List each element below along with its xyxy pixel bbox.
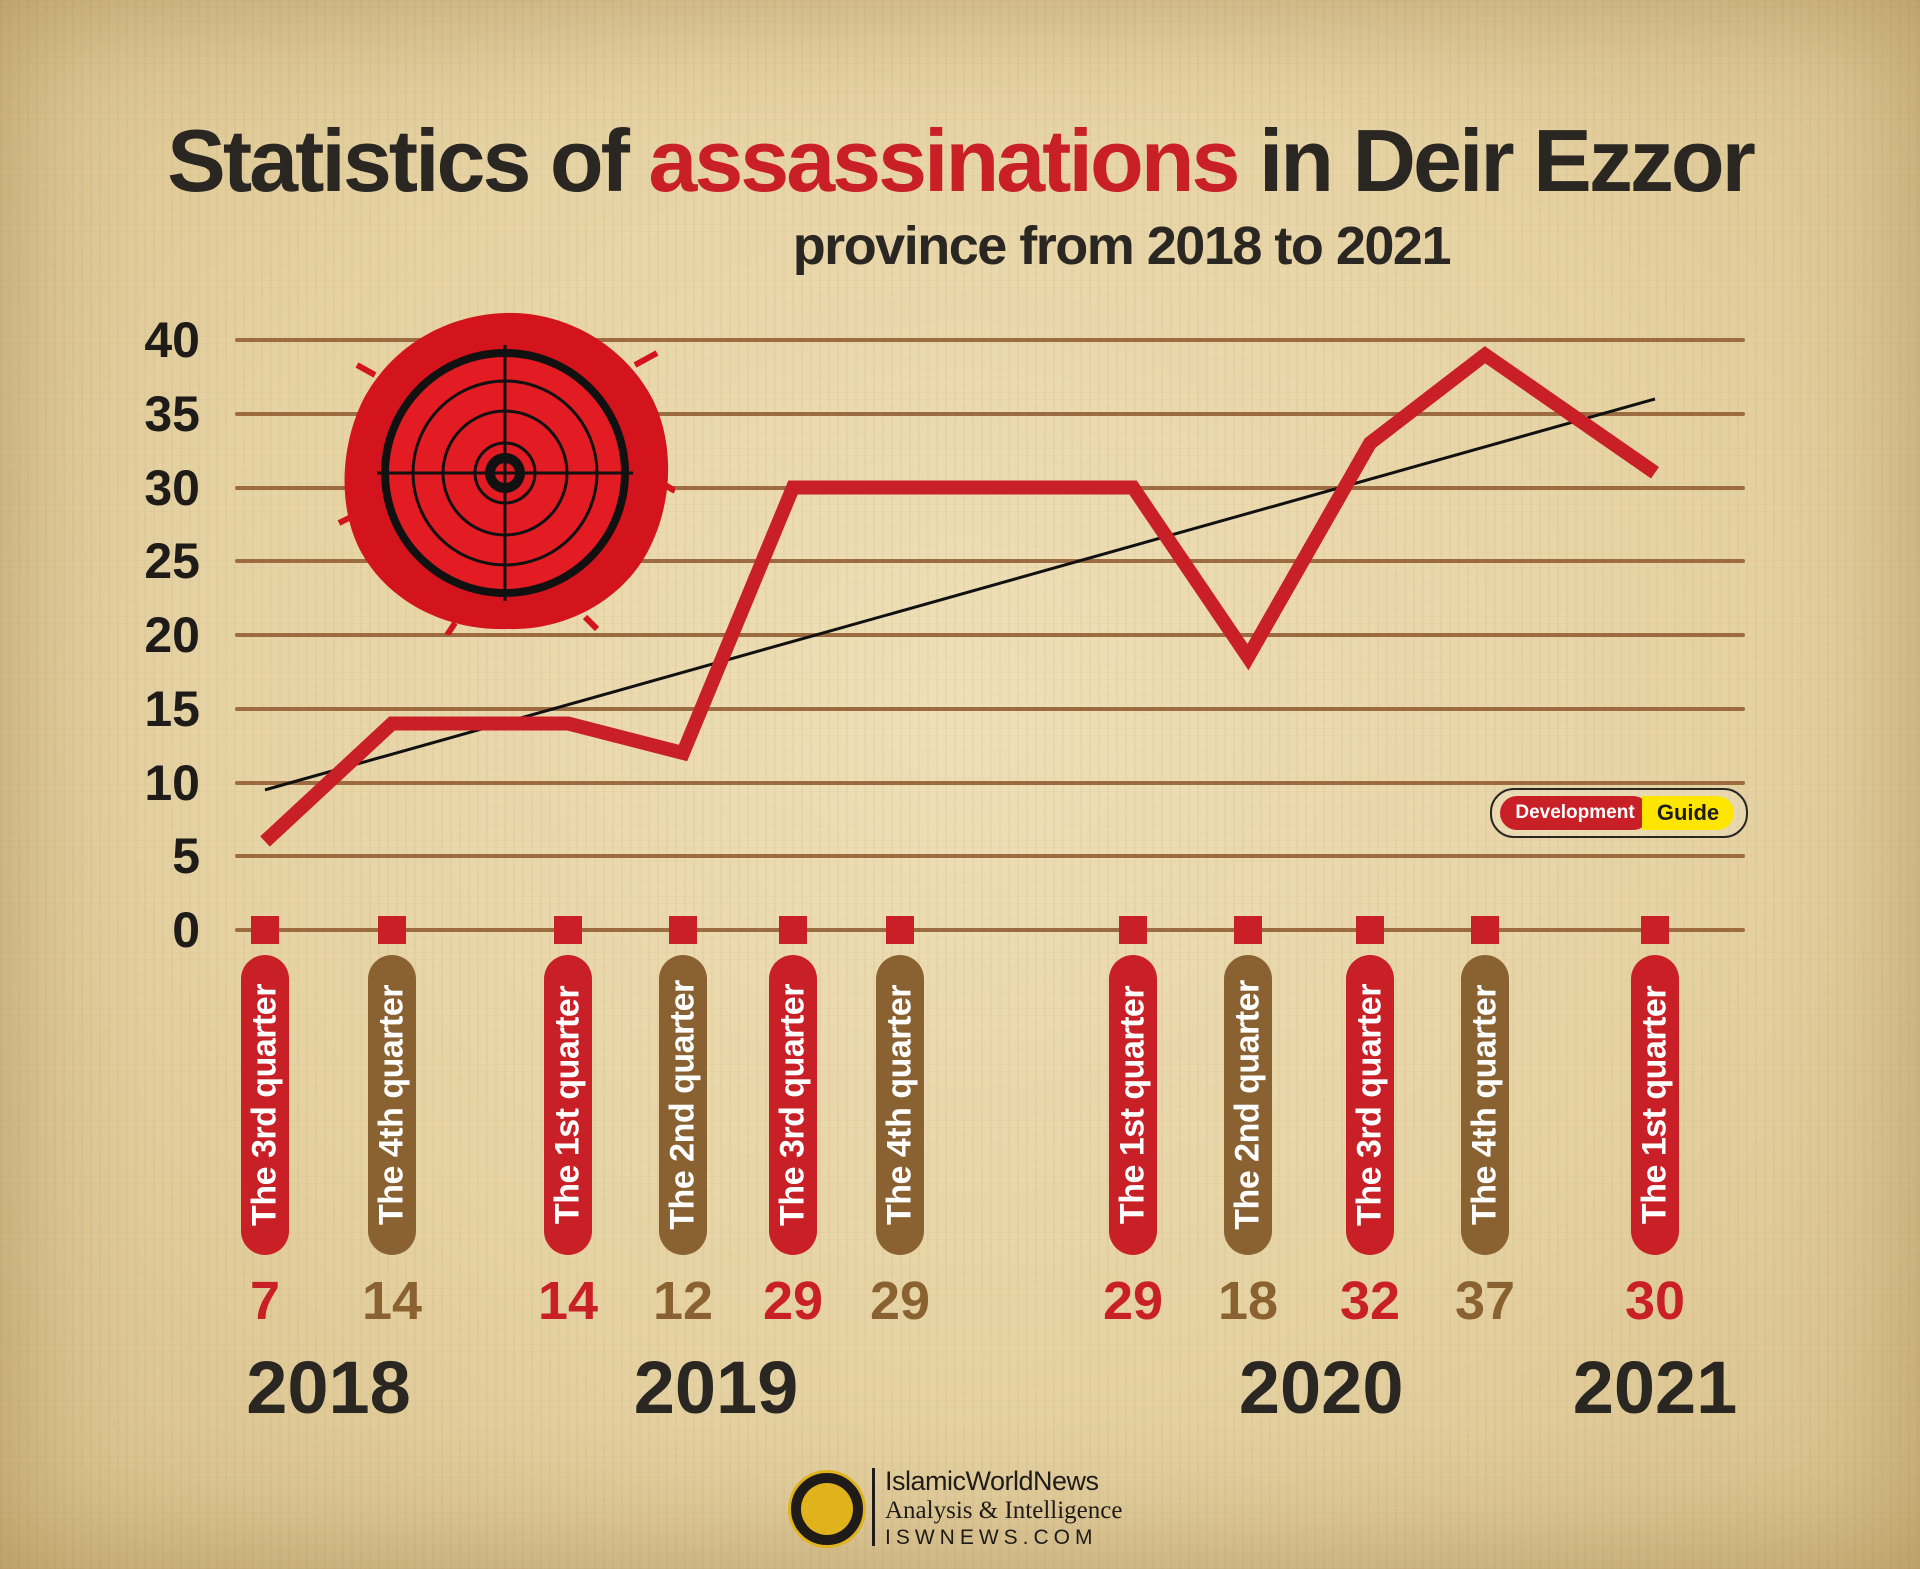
x-category-label: The 4th quarter	[372, 985, 411, 1225]
gridline	[235, 559, 1745, 564]
y-tick-label: 40	[144, 312, 200, 368]
x-category-label: The 1st quarter	[548, 985, 587, 1225]
x-category-label: The 1st quarter	[1635, 985, 1674, 1225]
footer-tagline: Analysis & Intelligence	[885, 1497, 1123, 1524]
x-axis-marker	[251, 916, 279, 944]
x-category-label: The 1st quarter	[1113, 985, 1152, 1225]
title-part-2: in Deir Ezzor	[1237, 111, 1756, 210]
y-tick-label: 25	[144, 533, 200, 590]
y-tick-label: 5	[172, 828, 200, 885]
title-part-1: Statistics of	[167, 111, 649, 210]
gridline	[235, 411, 1745, 416]
y-tick-label: 20	[144, 607, 200, 663]
title-highlight: assassinations	[648, 111, 1240, 210]
legend-badge: Development Guide	[1490, 788, 1748, 838]
gridline	[235, 633, 1745, 637]
series-line-assassinations	[260, 346, 1659, 847]
footer-divider	[872, 1468, 875, 1546]
y-tick-label: 30	[144, 459, 200, 516]
year-label: 2018	[246, 1346, 411, 1429]
data-label: 37	[1454, 1271, 1516, 1331]
x-axis-marker	[886, 916, 914, 944]
x-category-pill: The 4th quarter	[876, 955, 924, 1255]
x-category-pill: The 2nd quarter	[659, 955, 707, 1255]
x-category-label: The 4th quarter	[1465, 985, 1504, 1225]
footer-brand: IslamicWorldNews	[885, 1466, 1099, 1496]
x-category-label: The 3rd quarter	[245, 984, 284, 1226]
x-category-label: The 3rd quarter	[773, 984, 812, 1226]
gridline	[235, 854, 1745, 859]
x-category-label: The 3rd quarter	[1350, 984, 1389, 1226]
x-category-label: The 2nd quarter	[663, 980, 702, 1230]
x-axis-marker	[554, 916, 582, 944]
year-label: 2020	[1238, 1346, 1404, 1429]
x-category-pill: The 1st quarter	[1109, 955, 1157, 1255]
data-label: 14	[361, 1271, 423, 1331]
data-label: 14	[537, 1271, 599, 1331]
gridline	[235, 780, 1745, 785]
target-icon	[337, 312, 675, 635]
year-label: 2021	[1572, 1346, 1738, 1429]
chart-title: Statistics of assassinations in Deir Ezz…	[0, 110, 1920, 212]
x-axis-marker	[1356, 916, 1384, 944]
gridline	[235, 928, 1745, 932]
chart-subtitle: province from 2018 to 2021	[792, 216, 1452, 276]
x-category-pill: The 4th quarter	[368, 955, 416, 1255]
x-axis-marker	[779, 916, 807, 944]
y-tick-label: 0	[172, 902, 200, 958]
iswnews-logo	[788, 1470, 866, 1548]
x-category-pill: The 1st quarter	[544, 955, 592, 1255]
x-category-label: The 2nd quarter	[1228, 980, 1267, 1230]
x-axis-marker	[1641, 916, 1669, 944]
legend-guide: Guide	[1642, 796, 1734, 830]
y-tick-label: 15	[144, 680, 200, 737]
y-tick-label: 35	[144, 385, 200, 442]
x-category-pill: The 1st quarter	[1631, 955, 1679, 1255]
data-label: 32	[1339, 1271, 1401, 1331]
y-tick-label: 10	[144, 754, 200, 811]
x-category-pill: The 2nd quarter	[1224, 955, 1272, 1255]
footer-url[interactable]: ISWNEWS.COM	[885, 1526, 1098, 1549]
x-axis-marker	[378, 916, 406, 944]
x-category-pill: The 3rd quarter	[1346, 955, 1394, 1255]
data-label: 29	[869, 1271, 931, 1331]
x-category-pill: The 3rd quarter	[241, 955, 289, 1255]
year-label: 2019	[633, 1346, 799, 1429]
x-axis-marker	[1119, 916, 1147, 944]
data-label: 29	[762, 1271, 824, 1331]
gridline	[235, 338, 1745, 342]
x-category-pill: The 3rd quarter	[769, 955, 817, 1255]
data-label: 12	[652, 1271, 714, 1331]
x-category-pill: The 4th quarter	[1461, 955, 1509, 1255]
data-label: 29	[1102, 1271, 1164, 1331]
x-axis-marker	[1234, 916, 1262, 944]
x-axis-marker	[669, 916, 697, 944]
data-label: 18	[1217, 1271, 1279, 1331]
data-label: 7	[249, 1271, 281, 1331]
gridline	[235, 706, 1745, 711]
x-category-label: The 4th quarter	[880, 985, 919, 1225]
x-axis-marker	[1471, 916, 1499, 944]
legend-development: Development	[1500, 796, 1650, 830]
data-label: 30	[1624, 1271, 1686, 1331]
